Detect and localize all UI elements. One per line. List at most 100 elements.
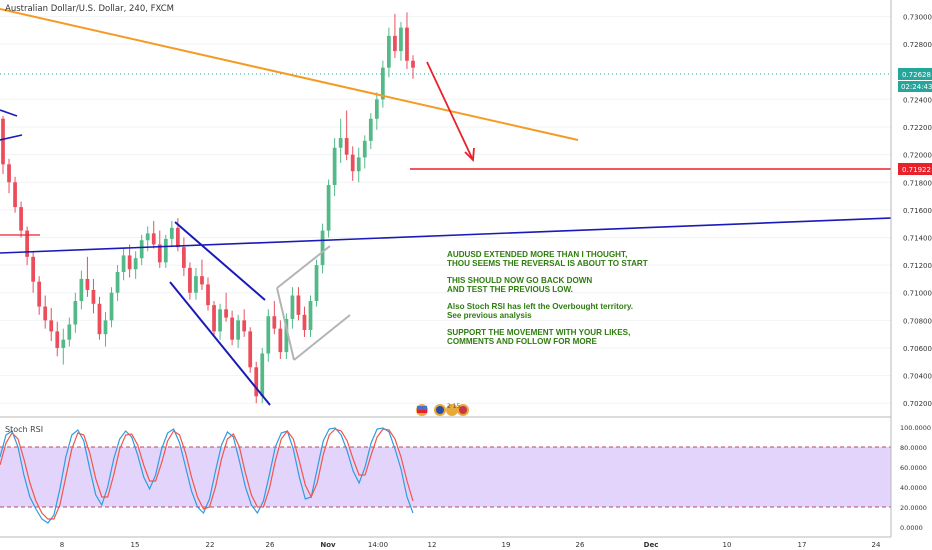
candle-body[interactable] [200, 276, 204, 285]
candle-body[interactable] [163, 238, 168, 263]
wedge-upper-line[interactable] [174, 221, 266, 301]
candle-body[interactable] [387, 35, 391, 68]
candle-body[interactable] [127, 255, 132, 270]
candle-body[interactable] [25, 230, 29, 257]
candle-body[interactable] [399, 27, 403, 52]
time-tick-label: Dec [644, 541, 659, 549]
calendar-flag-icon[interactable] [446, 404, 458, 416]
candle-body[interactable] [326, 185, 331, 231]
candle-body[interactable] [332, 147, 337, 186]
candle-body[interactable] [411, 60, 415, 68]
candle-body[interactable] [242, 320, 247, 332]
time-tick-label: Nov [320, 541, 336, 549]
stoch-axis[interactable]: 100.0000 80.0000 60.0000 40.0000 20.0000 0.00… [900, 424, 931, 532]
candle-body[interactable] [254, 367, 259, 397]
candle-body[interactable] [320, 230, 325, 266]
candle-body[interactable] [284, 318, 289, 353]
current-price-tag [898, 68, 932, 80]
symbol-title[interactable]: Australian Dollar/U.S. Dollar, 240, FXCM [5, 4, 174, 14]
analysis-note[interactable]: AUDUSD EXTENDED MORE THAN I THOUGHT, THO… [447, 250, 707, 354]
event-markers[interactable]: 2 15 [416, 403, 469, 416]
candle-body[interactable] [31, 256, 36, 282]
channel-upper-line[interactable] [276, 245, 331, 289]
stoch-title[interactable]: Stoch RSI [5, 425, 43, 434]
candle-body[interactable] [380, 67, 385, 100]
candle-body[interactable] [175, 227, 180, 248]
candle-body[interactable] [79, 278, 84, 302]
candle-body[interactable] [43, 306, 48, 321]
candle-body[interactable] [103, 320, 108, 335]
price-axis[interactable]: 0.73000 0.72800 0.72400 0.72200 0.72000 0.718… [903, 14, 932, 409]
candle-body[interactable] [236, 320, 241, 340]
channel-left-line[interactable] [276, 287, 295, 361]
candle-body[interactable] [272, 316, 277, 329]
bearish-arrow-shaft[interactable] [426, 61, 473, 159]
candle-body[interactable] [169, 227, 174, 239]
left-line-b[interactable] [0, 109, 18, 117]
price-tick-label: 0.72400 [903, 96, 932, 104]
candle-body[interactable] [206, 284, 210, 306]
wedge-lower-line[interactable] [169, 281, 271, 406]
candle-body[interactable] [55, 331, 60, 348]
candle-body[interactable] [37, 281, 42, 307]
candle-body[interactable] [302, 314, 307, 331]
bearish-arrow-head [464, 147, 475, 163]
blue-trendline[interactable] [0, 217, 892, 254]
time-tick-label: 8 [60, 541, 64, 549]
candle-body[interactable] [308, 301, 313, 331]
candle-body[interactable] [350, 154, 355, 172]
candle-body[interactable] [266, 316, 271, 354]
candle-body[interactable] [182, 247, 186, 268]
candle-body[interactable] [314, 265, 319, 302]
time-tick-label: 24 [872, 541, 881, 549]
candle-body[interactable] [139, 240, 144, 259]
candle-body[interactable] [145, 233, 150, 241]
candle-body[interactable] [393, 35, 397, 52]
candle-body[interactable] [7, 164, 11, 183]
candle-body[interactable] [194, 276, 198, 293]
left-line-a[interactable] [0, 134, 23, 141]
candle-body[interactable] [344, 138, 349, 155]
candle-body[interactable] [49, 320, 54, 332]
candle-body[interactable] [151, 233, 156, 245]
candle-body[interactable] [13, 182, 17, 208]
candle-body[interactable] [230, 317, 234, 340]
candle-body[interactable] [109, 292, 114, 321]
candle-body[interactable] [368, 118, 373, 141]
price-tick-label: 0.73000 [903, 14, 932, 22]
candle-body[interactable] [260, 353, 265, 397]
candle-body[interactable] [91, 289, 96, 304]
candle-body[interactable] [73, 301, 78, 325]
candle-body[interactable] [212, 305, 216, 332]
candle-body[interactable] [1, 118, 5, 165]
channel-lower-line[interactable] [293, 314, 351, 361]
candle-body[interactable] [67, 324, 72, 340]
orange-trendline[interactable] [0, 8, 579, 141]
candle-body[interactable] [338, 138, 343, 148]
candle-body[interactable] [121, 255, 126, 273]
candle-body[interactable] [356, 157, 361, 172]
candle-body[interactable] [133, 258, 138, 270]
candle-body[interactable] [19, 207, 23, 231]
candle-body[interactable] [296, 295, 301, 315]
candle-body[interactable] [115, 272, 120, 293]
candle-body[interactable] [224, 309, 228, 318]
candle-body[interactable] [362, 140, 367, 158]
candle-body[interactable] [248, 331, 253, 368]
stoch-tick-label: 80.0000 [900, 444, 927, 452]
candle-body[interactable] [97, 303, 102, 335]
candle-body[interactable] [188, 267, 192, 293]
time-tick-label: 19 [502, 541, 511, 549]
candle-body[interactable] [374, 99, 379, 119]
candle-body[interactable] [218, 309, 222, 332]
candle-body[interactable] [157, 244, 162, 263]
candle-body[interactable] [290, 295, 295, 319]
candle-body[interactable] [85, 278, 90, 290]
candlestick-series [1, 12, 415, 404]
time-axis[interactable]: 8 15 22 26 Nov 14:00 12 19 26 Dec 10 17 24 [60, 541, 881, 549]
candle-body[interactable] [61, 339, 66, 348]
candle-body[interactable] [278, 328, 283, 353]
candle-body[interactable] [405, 27, 409, 61]
price-tick-label: 0.70400 [903, 373, 932, 381]
